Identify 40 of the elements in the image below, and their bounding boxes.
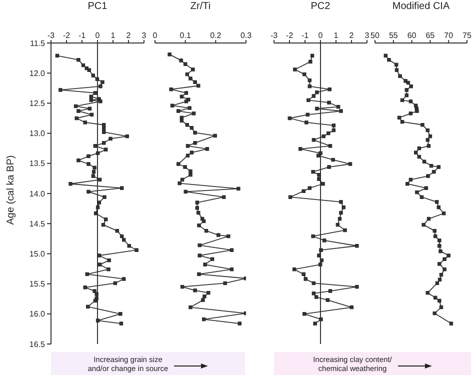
x-tick-label: 50 bbox=[370, 31, 380, 40]
y-tick-label: 16.0 bbox=[29, 310, 46, 319]
y-tick-label: 14.5 bbox=[29, 219, 46, 228]
x-tick-label: 55 bbox=[388, 31, 398, 40]
x-tick-label: 0.1 bbox=[180, 31, 192, 40]
y-tick-label: 16.5 bbox=[29, 340, 46, 349]
x-tick-label: 65 bbox=[426, 31, 436, 40]
x-tick-label: 0 bbox=[152, 31, 158, 40]
y-tick-label: 13.5 bbox=[29, 159, 46, 168]
y-tick-label: 14.0 bbox=[29, 189, 46, 198]
x-axis-title: PC2 bbox=[310, 1, 332, 12]
x-tick-label: 3 bbox=[142, 31, 147, 40]
x-tick-label: -3 bbox=[47, 31, 56, 40]
x-tick-label: -2 bbox=[286, 31, 294, 40]
x-tick-label: 70 bbox=[444, 31, 454, 40]
x-axis-title: PC1 bbox=[86, 1, 108, 12]
x-tick-label: 75 bbox=[462, 31, 472, 40]
x-tick-label: -1 bbox=[301, 31, 310, 40]
x-tick-label: 0.2 bbox=[210, 31, 222, 40]
x-axis-title: Zr/Ti bbox=[189, 1, 212, 12]
x-tick-label: 0 bbox=[95, 31, 100, 40]
x-tick-label: 2 bbox=[349, 31, 354, 40]
x-tick-label: 0 bbox=[318, 31, 324, 40]
x-tick-label: 1 bbox=[110, 31, 116, 40]
y-tick-label: 12.0 bbox=[29, 68, 46, 78]
y-tick-label: 15.5 bbox=[29, 280, 46, 289]
x-tick-label: -1 bbox=[78, 31, 86, 40]
y-tick-label: 11.5 bbox=[30, 38, 46, 48]
y-tick-label: 15.0 bbox=[29, 250, 46, 259]
x-tick-label: 3 bbox=[364, 31, 370, 40]
x-tick-label: -3 bbox=[270, 31, 278, 40]
y-axis-title: Age (cal ka BP) bbox=[6, 155, 16, 225]
y-tick-label: 12.5 bbox=[29, 99, 46, 108]
x-tick-label: 60 bbox=[407, 31, 417, 40]
x-tick-label: 0.3 bbox=[240, 31, 252, 40]
x-tick-label: 1 bbox=[334, 31, 339, 40]
x-tick-label: -2 bbox=[62, 31, 71, 40]
x-tick-label: 2 bbox=[126, 31, 132, 40]
y-tick-label: 13.0 bbox=[29, 129, 46, 138]
x-axis-title: Modified CIA bbox=[391, 1, 451, 12]
